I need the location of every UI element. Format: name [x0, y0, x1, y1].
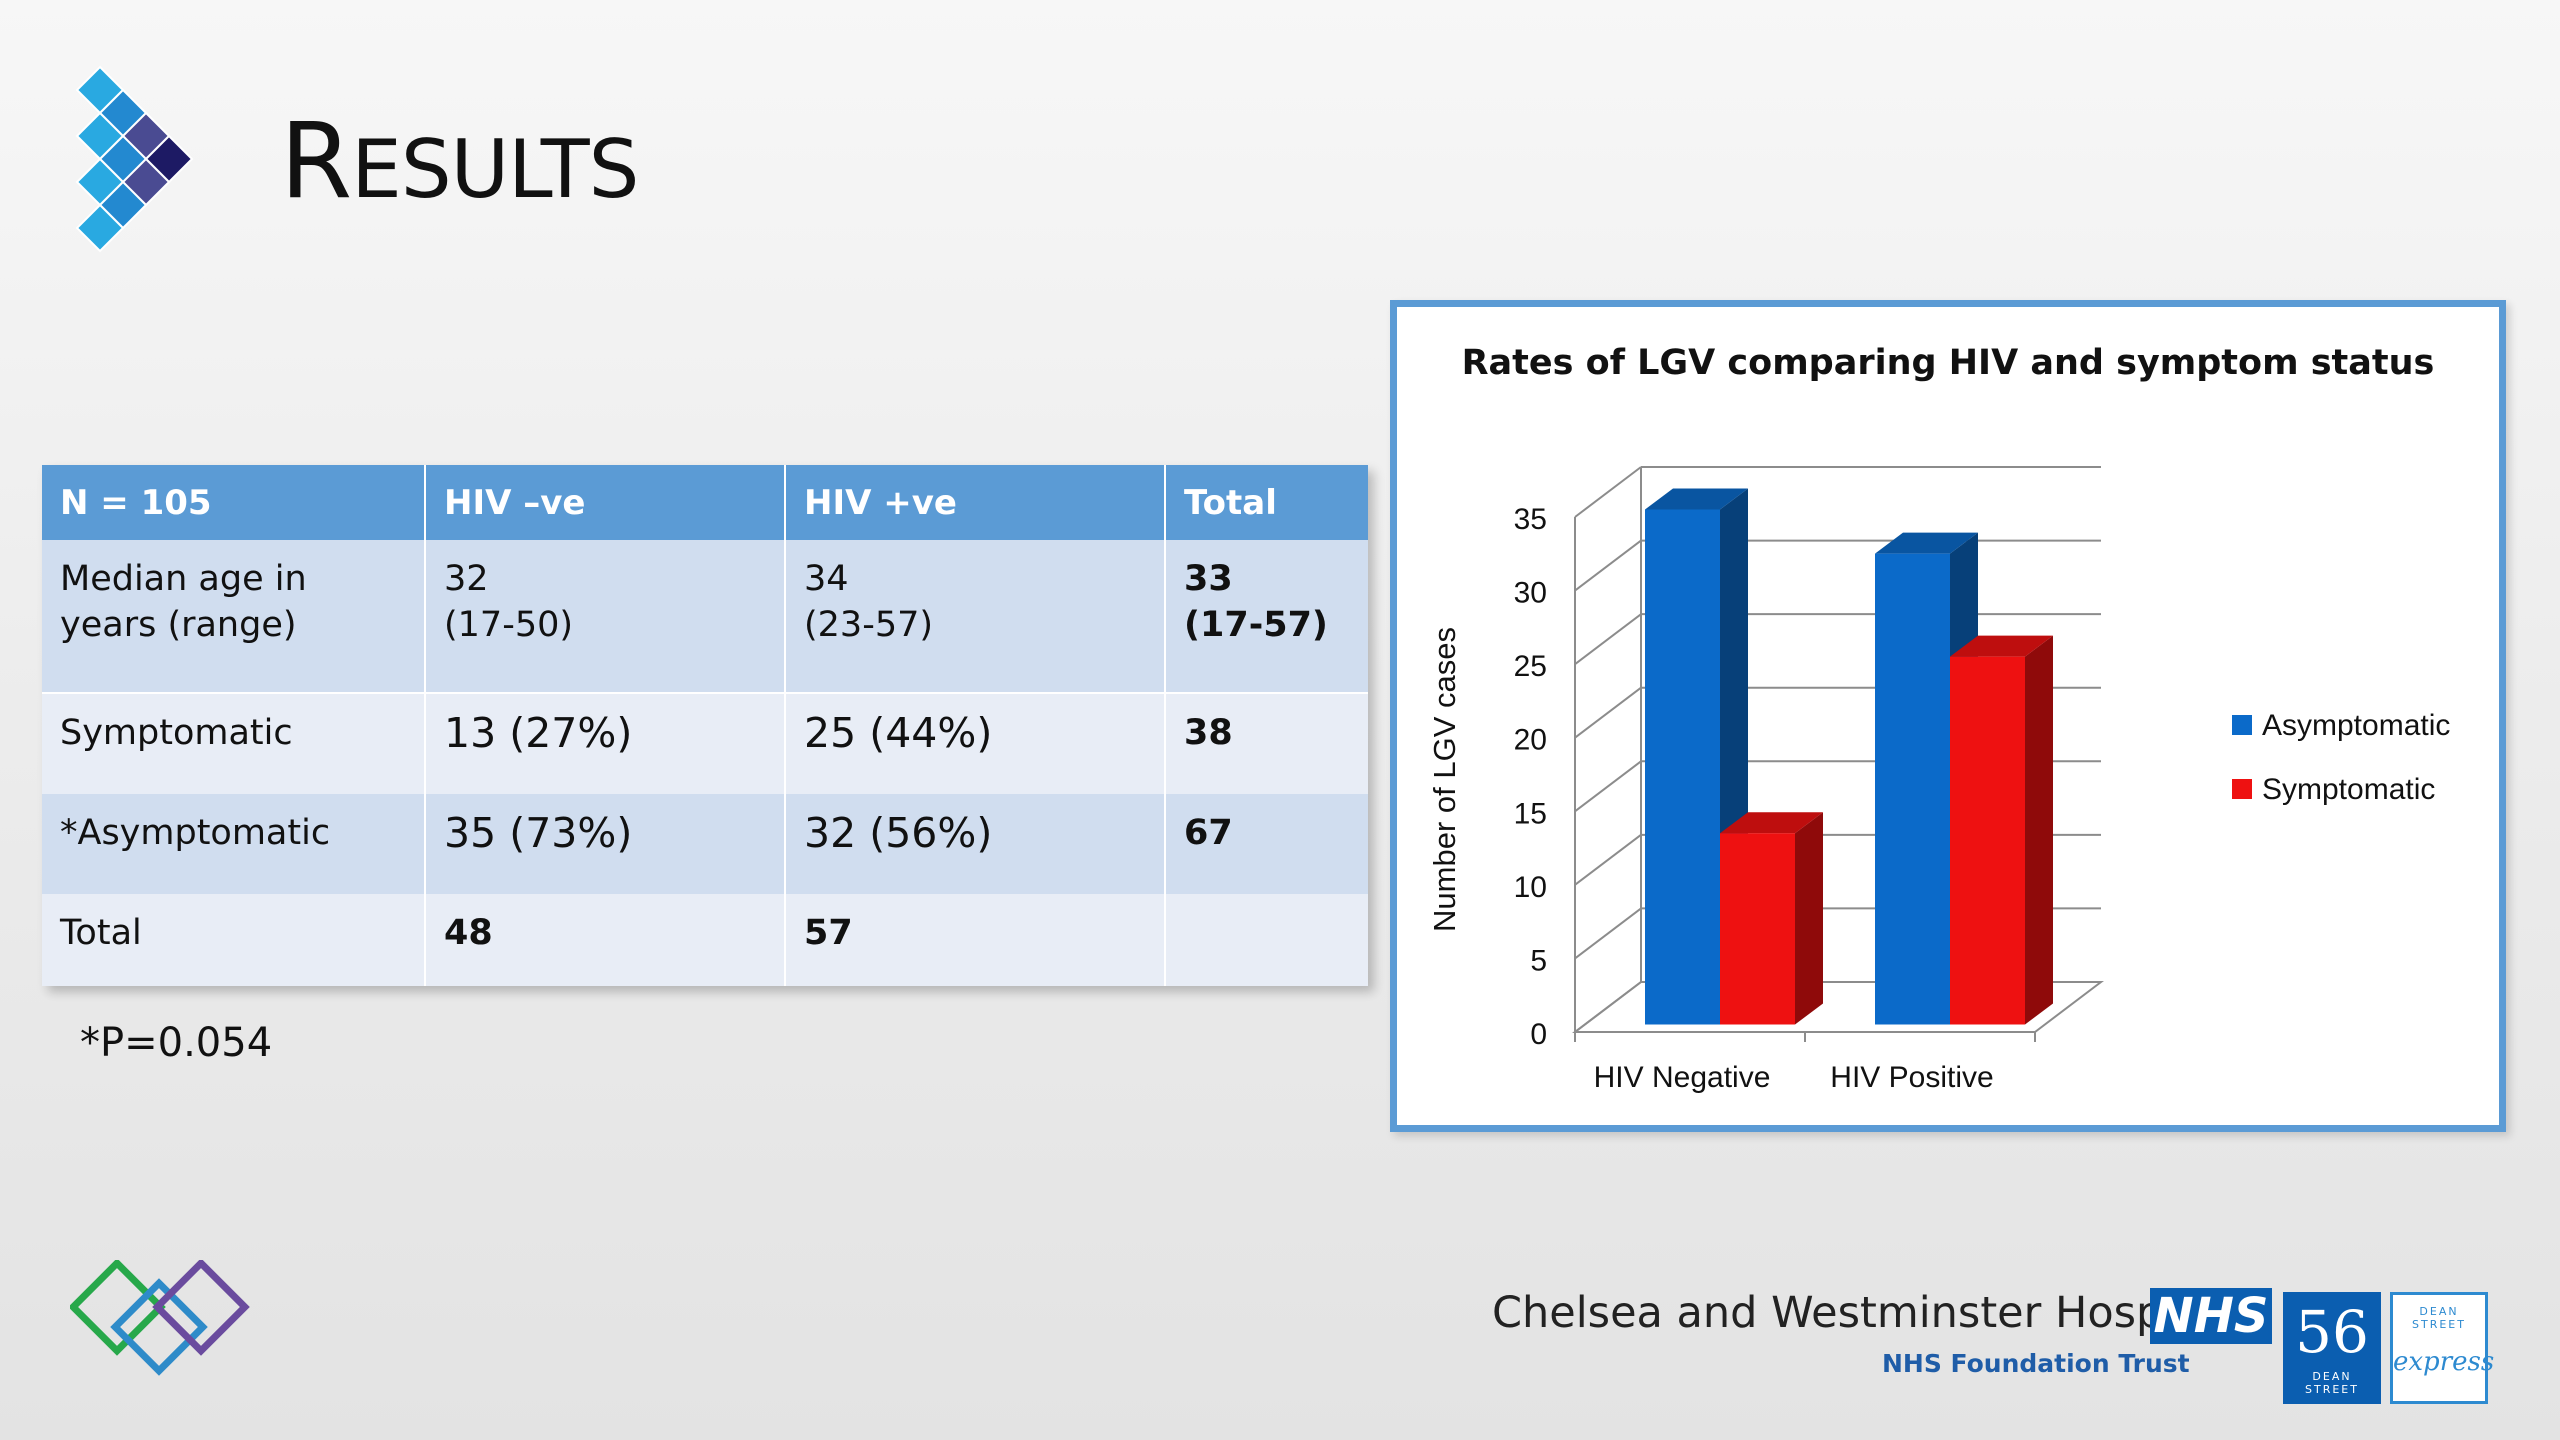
chart-floor: [1572, 981, 2104, 1033]
row-label: Symptomatic: [42, 692, 426, 794]
table-cell: 57: [785, 894, 1166, 986]
bar-side: [1795, 812, 1823, 1025]
y-tick-label: 10: [1514, 871, 1547, 904]
y-tick-label: 20: [1514, 724, 1547, 757]
row-label: Median age in years (range): [42, 540, 426, 693]
bar-asymptomatic: [1645, 509, 1720, 1025]
logo-caption: DEAN STREET: [2305, 1370, 2359, 1396]
x-category-label: HIV Negative: [1594, 1061, 1771, 1094]
table-cell: 32 (56%): [785, 794, 1166, 894]
table-header-cell: HIV +ve: [785, 465, 1166, 540]
table-cell: [1165, 894, 1368, 986]
logo-script: express: [2393, 1347, 2495, 1377]
bar-top: [1720, 812, 1823, 834]
table-header-cell: HIV –ve: [425, 465, 786, 540]
gridline: [1574, 539, 1642, 592]
chart-title: Rates of LGV comparing HIV and symptom s…: [1461, 343, 2435, 383]
legend-label: Symptomatic: [2262, 773, 2435, 806]
footer-diamond-logo: [70, 1260, 250, 1376]
y-tick-label: 0: [1530, 1018, 1547, 1051]
logo-number: 56: [2295, 1298, 2369, 1366]
table-cell: 34 (23-57): [785, 540, 1166, 693]
dean-street-56-logo: 56 DEAN STREET: [2283, 1292, 2381, 1404]
bar-chart: 0 5 10 15 20 25 30 35 HIV Negative HIV Positive Nu…: [1427, 466, 2450, 1094]
dean-street-express-logo: DEAN STREET express: [2390, 1292, 2495, 1404]
y-tick-label: 35: [1514, 503, 1547, 536]
x-category-label: HIV Positive: [1830, 1061, 1993, 1094]
gridline: [1574, 834, 1642, 886]
gridline: [1574, 613, 1642, 665]
bar-top: [1950, 635, 2053, 657]
table-header-row: N = 105 HIV –ve HIV +ve Total: [42, 465, 1368, 540]
hospital-subtitle: NHS Foundation Trust: [1882, 1349, 2190, 1378]
gridline: [1574, 686, 1642, 739]
cell-range: (17-50): [444, 605, 574, 645]
cell-range: (17-57): [1184, 605, 1328, 645]
y-tick-label: 25: [1514, 650, 1547, 683]
nhs-logo: NHS: [2150, 1288, 2272, 1344]
table-cell: 38: [1165, 692, 1368, 794]
table-header-cell: Total: [1165, 465, 1368, 540]
bar-symptomatic: [1950, 656, 2025, 1025]
results-table: N = 105 HIV –ve HIV +ve Total Median age…: [42, 465, 1368, 986]
bar-side: [2025, 635, 2053, 1025]
bar-asymptomatic: [1875, 553, 1950, 1025]
slide-title: RESULTS: [280, 100, 639, 222]
title-text: RESULTS: [280, 100, 639, 222]
legend-swatch: [2232, 779, 2252, 799]
gridline: [1574, 760, 1642, 813]
logo-caption: DEAN STREET: [2412, 1305, 2466, 1331]
bar-top: [1645, 488, 1748, 510]
table-cell: 67: [1165, 794, 1368, 894]
table-row: *Asymptomatic 35 (73%) 32 (56%) 67: [42, 794, 1368, 894]
table-row: Median age in years (range) 32 (17-50) 34…: [42, 540, 1368, 693]
logo-diamond: [75, 203, 125, 253]
table-row: Symptomatic 13 (27%) 25 (44%) 38: [42, 692, 1368, 794]
table-cell: 33 (17-57): [1165, 540, 1368, 693]
table-cell: 25 (44%): [785, 692, 1166, 794]
p-value-note: *P=0.054: [80, 1020, 273, 1066]
gridline: [1574, 466, 1642, 518]
cell-value: 32: [444, 559, 489, 599]
cell-value: 34: [804, 559, 849, 599]
cell-range: (23-57): [804, 605, 934, 645]
table-row: Total 48 57: [42, 894, 1368, 986]
title-diamond-logo: [75, 65, 194, 253]
row-label: Total: [42, 894, 426, 986]
legend-swatch: [2232, 715, 2252, 735]
y-axis-title: Number of LGV cases: [1427, 627, 1462, 932]
table-cell: 35 (73%): [425, 794, 786, 894]
table-cell: 13 (27%): [425, 692, 786, 794]
cell-value: 33: [1184, 559, 1233, 599]
table-header-cell: N = 105: [42, 465, 426, 540]
row-label: *Asymptomatic: [42, 794, 426, 894]
chart-panel: Rates of LGV comparing HIV and symptom s…: [1390, 300, 2506, 1132]
bar-symptomatic: [1720, 833, 1795, 1025]
legend-label: Asymptomatic: [2262, 709, 2450, 742]
y-tick-label: 5: [1530, 944, 1547, 977]
y-tick-label: 30: [1514, 577, 1547, 610]
table-cell: 48: [425, 894, 786, 986]
bar-top: [1875, 532, 1978, 554]
y-tick-label: 15: [1514, 797, 1547, 830]
table-cell: 32 (17-50): [425, 540, 786, 693]
hospital-name: Chelsea and Westminster Hospital: [1492, 1288, 2231, 1338]
gridline: [1574, 907, 1642, 960]
